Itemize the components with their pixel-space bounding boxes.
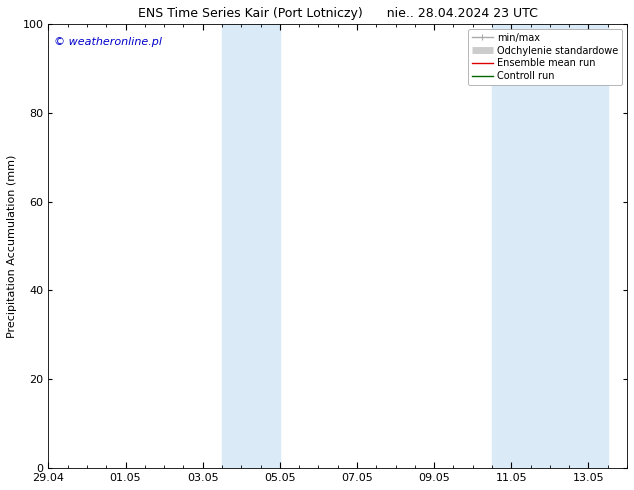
Bar	[222, 24, 280, 468]
Title: ENS Time Series Kair (Port Lotniczy)      nie.. 28.04.2024 23 UTC: ENS Time Series Kair (Port Lotniczy) nie…	[138, 7, 538, 20]
Y-axis label: Precipitation Accumulation (mm): Precipitation Accumulation (mm)	[7, 154, 17, 338]
Bar	[492, 24, 608, 468]
Legend: min/max, Odchylenie standardowe, Ensemble mean run, Controll run: min/max, Odchylenie standardowe, Ensembl…	[468, 29, 622, 85]
Text: © weatheronline.pl: © weatheronline.pl	[54, 37, 162, 47]
